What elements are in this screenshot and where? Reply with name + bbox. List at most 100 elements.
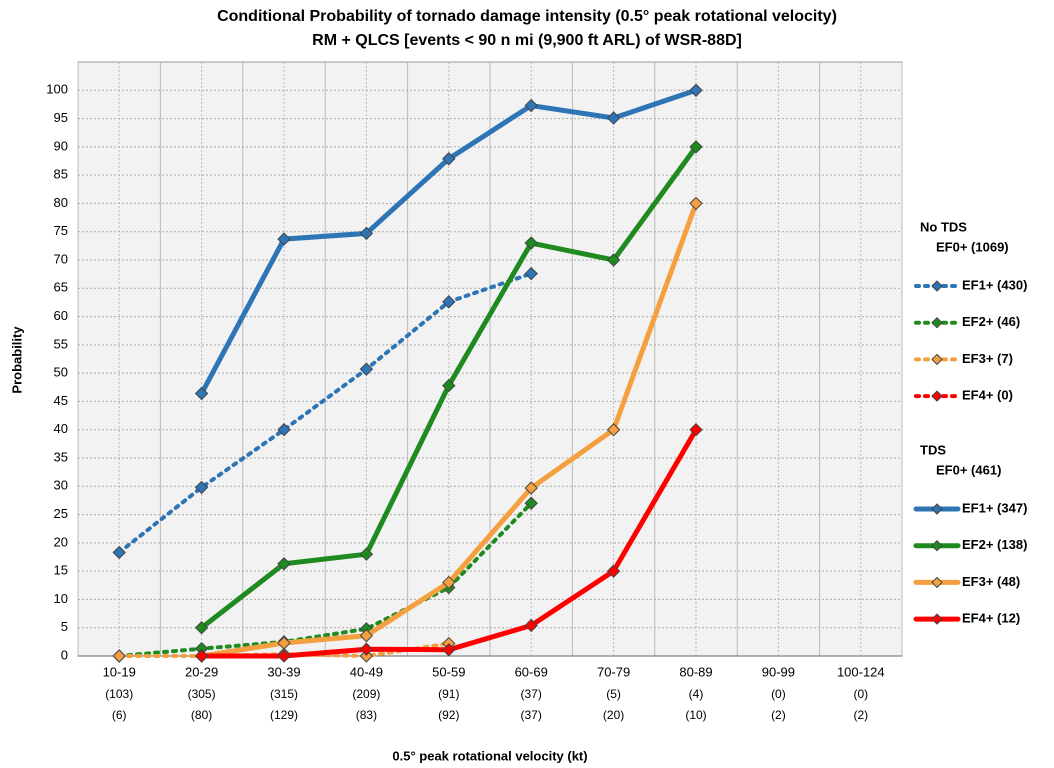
- legend-marker: [931, 353, 943, 366]
- legend-marker: [931, 503, 943, 515]
- count-tds: (2): [853, 708, 868, 722]
- data-point: [359, 642, 374, 656]
- series-line: [117, 271, 534, 555]
- data-point: [689, 196, 703, 211]
- legend-marker: [931, 316, 943, 329]
- data-point: [359, 362, 374, 376]
- data-point: [524, 618, 538, 633]
- data-point: [277, 649, 291, 663]
- data-point: [194, 480, 209, 495]
- legend-label: EF4+ (12): [962, 611, 1020, 626]
- data-point: [606, 423, 621, 437]
- data-point: [524, 236, 538, 250]
- data-point: [442, 152, 456, 166]
- legend-label: EF3+ (7): [962, 351, 1013, 366]
- y-tick-label: 70: [54, 251, 68, 266]
- x-tick-label: 90-99: [762, 664, 795, 679]
- data-point: [524, 481, 538, 495]
- legend-group-base: EF0+ (461): [936, 462, 1001, 477]
- data-point: [524, 266, 538, 281]
- count-no-tds: (315): [270, 687, 298, 701]
- data-point: [606, 564, 621, 578]
- y-tick-label: 0: [61, 647, 68, 662]
- count-no-tds: (0): [853, 687, 868, 701]
- data-point: [689, 83, 703, 97]
- x-tick-label: 60-69: [515, 664, 548, 679]
- y-tick-label: 25: [54, 506, 68, 521]
- legend-group-title: No TDS: [920, 219, 967, 234]
- count-tds: (2): [771, 708, 786, 722]
- y-axis-label: Probability: [9, 326, 24, 394]
- x-tick-label: 40-49: [350, 664, 383, 679]
- data-point: [359, 628, 374, 643]
- count-no-tds: (305): [188, 687, 216, 701]
- legend-marker: [931, 576, 943, 589]
- y-tick-label: 85: [54, 167, 68, 182]
- y-tick-label: 50: [54, 365, 68, 380]
- data-point: [359, 226, 374, 241]
- y-tick-label: 80: [54, 195, 68, 210]
- data-point: [689, 140, 703, 154]
- x-tick-label: 50-59: [432, 664, 465, 679]
- y-tick-label: 90: [54, 138, 68, 153]
- data-point: [442, 643, 456, 657]
- legend-marker: [931, 280, 943, 292]
- y-tick-label: 95: [54, 110, 68, 125]
- count-no-tds: (103): [105, 687, 133, 701]
- legend-label: EF4+ (0): [962, 388, 1013, 403]
- y-tick-label: 75: [54, 223, 68, 238]
- count-no-tds: (5): [606, 687, 621, 701]
- x-tick-label: 20-29: [185, 664, 218, 679]
- count-tds: (37): [521, 708, 542, 722]
- legend-label: EF1+ (430): [962, 277, 1027, 292]
- y-tick-label: 100: [46, 82, 68, 97]
- x-tick-label: 30-39: [267, 664, 300, 679]
- y-tick-label: 15: [54, 563, 68, 578]
- count-no-tds: (0): [771, 687, 786, 701]
- data-point: [112, 545, 126, 560]
- y-tick-label: 30: [54, 478, 68, 493]
- count-tds: (10): [685, 708, 706, 722]
- y-tick-label: 60: [54, 308, 68, 323]
- data-point: [277, 232, 291, 246]
- count-tds: (129): [270, 708, 298, 722]
- data-point: [359, 649, 374, 663]
- data-point: [606, 253, 621, 267]
- data-point: [524, 496, 538, 510]
- data-point: [194, 649, 209, 663]
- legend-marker: [931, 390, 943, 402]
- count-no-tds: (91): [438, 687, 459, 701]
- count-tds: (20): [603, 708, 624, 722]
- count-tds: (6): [112, 708, 127, 722]
- count-tds: (83): [356, 708, 377, 722]
- chart-subtitle: RM + QLCS [events < 90 n mi (9,900 ft AR…: [312, 32, 742, 49]
- legend-label: EF2+ (46): [962, 314, 1020, 329]
- count-no-tds: (37): [521, 687, 542, 701]
- x-tick-label: 10-19: [103, 664, 136, 679]
- y-tick-label: 10: [54, 591, 68, 606]
- legend-label: EF2+ (138): [962, 537, 1027, 552]
- data-point: [277, 636, 291, 650]
- data-point: [606, 111, 621, 125]
- data-point: [442, 575, 456, 590]
- data-point: [277, 423, 291, 437]
- legend-group-base: EF0+ (1069): [936, 239, 1009, 254]
- series-line: [117, 501, 534, 658]
- y-tick-label: 20: [54, 534, 68, 549]
- data-point: [442, 378, 456, 393]
- data-point: [524, 98, 538, 113]
- data-point: [194, 386, 209, 401]
- y-tick-label: 35: [54, 449, 68, 464]
- count-tds: (92): [438, 708, 459, 722]
- x-tick-label: 70-79: [597, 664, 630, 679]
- data-point: [194, 621, 209, 635]
- y-tick-label: 45: [54, 393, 68, 408]
- count-no-tds: (4): [689, 687, 704, 701]
- count-tds: (80): [191, 708, 212, 722]
- y-tick-label: 40: [54, 421, 68, 436]
- legend-marker: [931, 613, 943, 625]
- data-point: [442, 295, 456, 309]
- y-tick-label: 55: [54, 336, 68, 351]
- legend-label: EF1+ (347): [962, 500, 1027, 515]
